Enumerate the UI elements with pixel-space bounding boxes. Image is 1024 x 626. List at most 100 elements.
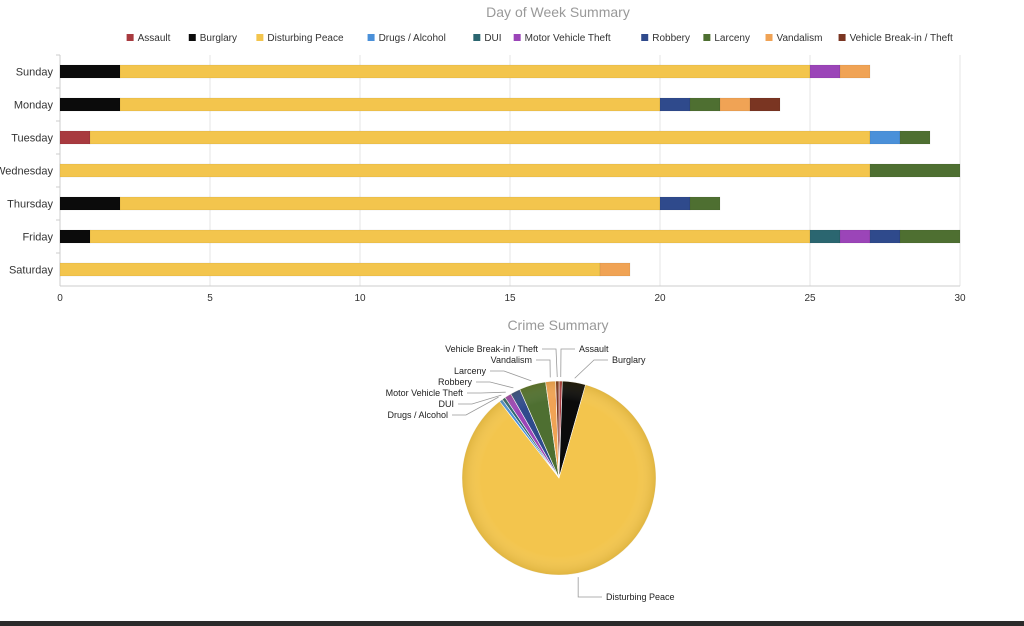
bar-segment-friday-dui[interactable]: [809, 229, 841, 244]
legend-item-dui[interactable]: DUI: [473, 33, 502, 44]
pie-label-text: Burglary: [612, 355, 646, 365]
bar-segment-sunday-motor-vehicle-theft[interactable]: [809, 64, 841, 79]
legend-label: Burglary: [200, 33, 237, 44]
pie-label-text: Robbery: [438, 377, 473, 387]
pie-connector: [560, 348, 575, 378]
pie-label-text: DUI: [439, 399, 455, 409]
category-label-saturday: Saturday: [9, 265, 54, 277]
pie-connector: [490, 370, 532, 382]
pie-label-burglary: Burglary: [574, 355, 646, 379]
pie-label-text: Drugs / Alcohol: [387, 410, 448, 420]
x-tick-label: 30: [954, 293, 966, 304]
pie-label-motor-vehicle-theft: Motor Vehicle Theft: [386, 388, 506, 398]
legend-item-disturbing-peace[interactable]: Disturbing Peace: [256, 33, 344, 44]
bar-segment-saturday-vandalism[interactable]: [599, 262, 631, 277]
pie-connector: [467, 391, 506, 394]
legend-label: Assault: [138, 33, 171, 44]
legend-label: Robbery: [652, 33, 690, 44]
pie-connector: [452, 396, 499, 416]
legend-item-motor-vehicle-theft[interactable]: Motor Vehicle Theft: [513, 33, 611, 44]
legend-swatch: [838, 34, 846, 41]
pie-label-dui: DUI: [439, 394, 502, 409]
bar-segment-monday-robbery[interactable]: [659, 97, 691, 112]
bar-chart-legend: Assault Burglary Disturbing Peace Drugs / A…: [126, 33, 953, 44]
legend-item-vandalism[interactable]: Vandalism: [765, 33, 823, 44]
legend-item-burglary[interactable]: Burglary: [188, 33, 237, 44]
x-tick-label: 10: [354, 293, 366, 304]
bar-segment-thursday-larceny[interactable]: [689, 196, 721, 211]
legend-label: Disturbing Peace: [267, 33, 344, 44]
bar-segment-thursday-robbery[interactable]: [659, 196, 691, 211]
pie-chart-slices: [461, 380, 657, 576]
bar-segment-tuesday-disturbing-peace[interactable]: [89, 130, 871, 145]
legend-swatch: [473, 34, 481, 41]
pie-label-drugs-alcohol: Drugs / Alcohol: [387, 396, 499, 420]
bar-segment-monday-burglary[interactable]: [59, 97, 121, 112]
bar-segment-tuesday-assault[interactable]: [59, 130, 91, 145]
legend-item-vehicle-break-in-theft[interactable]: Vehicle Break-in / Theft: [838, 33, 953, 44]
legend-label: Vehicle Break-in / Theft: [850, 33, 953, 44]
pie-label-text: Vandalism: [491, 355, 532, 365]
legend-item-drugs-alcohol[interactable]: Drugs / Alcohol: [367, 33, 446, 44]
category-label-tuesday: Tuesday: [11, 133, 53, 145]
pie-label-vehicle-break-in-theft: Vehicle Break-in / Theft: [445, 344, 558, 378]
pie-connector: [542, 348, 558, 378]
bar-segment-friday-robbery[interactable]: [869, 229, 901, 244]
pie-label-text: Motor Vehicle Theft: [386, 388, 464, 398]
pie-label-text: Assault: [579, 344, 609, 354]
bar-segment-monday-vandalism[interactable]: [719, 97, 751, 112]
pie-label-disturbing-peace: Disturbing Peace: [577, 577, 675, 602]
category-label-friday: Friday: [22, 232, 53, 244]
legend-item-robbery[interactable]: Robbery: [641, 33, 690, 44]
legend-swatch: [765, 34, 773, 41]
bar-segment-wednesday-larceny[interactable]: [869, 163, 961, 178]
category-label-sunday: Sunday: [16, 67, 54, 79]
bar-segment-friday-motor-vehicle-theft[interactable]: [839, 229, 871, 244]
bar-segment-saturday-disturbing-peace[interactable]: [59, 262, 601, 277]
legend-label: Motor Vehicle Theft: [525, 33, 611, 44]
legend-label: DUI: [484, 33, 501, 44]
x-tick-label: 0: [57, 293, 63, 304]
legend-swatch: [513, 34, 521, 41]
bar-segment-wednesday-disturbing-peace[interactable]: [59, 163, 871, 178]
bar-segment-monday-vehicle-break-in-theft[interactable]: [749, 97, 781, 112]
bar-chart-value-axis: 0 5 10 15 20 25 30: [57, 285, 966, 304]
category-label-monday: Monday: [14, 100, 54, 112]
bar-chart-title: Day of Week Summary: [486, 4, 630, 20]
legend-label: Drugs / Alcohol: [379, 33, 446, 44]
legend-label: Vandalism: [777, 33, 823, 44]
pie-label-text: Larceny: [454, 366, 487, 376]
bar-segment-sunday-burglary[interactable]: [59, 64, 121, 79]
bar-segment-friday-larceny[interactable]: [899, 229, 961, 244]
bar-segment-thursday-disturbing-peace[interactable]: [119, 196, 661, 211]
legend-label: Larceny: [714, 33, 750, 44]
bar-segment-monday-disturbing-peace[interactable]: [119, 97, 661, 112]
category-label-wednesday: Wednesday: [0, 166, 53, 178]
pie-connector: [574, 359, 608, 379]
legend-swatch: [703, 34, 711, 41]
legend-swatch: [367, 34, 375, 41]
legend-swatch: [126, 34, 134, 41]
bar-chart-category-axis: Sunday Monday Tuesday Wednesday Thursday Frid…: [0, 54, 61, 286]
bar-segment-sunday-vandalism[interactable]: [839, 64, 871, 79]
legend-item-assault[interactable]: Assault: [126, 33, 171, 44]
bar-segment-tuesday-drugs-alcohol[interactable]: [869, 130, 901, 145]
pie-connector: [536, 359, 551, 378]
legend-swatch: [641, 34, 649, 41]
pie-label-robbery: Robbery: [438, 377, 514, 389]
bar-segment-friday-burglary[interactable]: [59, 229, 91, 244]
bar-segment-sunday-disturbing-peace[interactable]: [119, 64, 811, 79]
bar-segment-monday-larceny[interactable]: [689, 97, 721, 112]
pie-label-vandalism: Vandalism: [491, 355, 551, 378]
legend-swatch: [188, 34, 196, 41]
bar-segment-thursday-burglary[interactable]: [59, 196, 121, 211]
bar-segment-friday-disturbing-peace[interactable]: [89, 229, 811, 244]
bar-segment-tuesday-larceny[interactable]: [899, 130, 931, 145]
day-of-week-bar-chart: Day of Week Summary Assault Burglary Distu…: [0, 4, 966, 304]
x-tick-label: 5: [207, 293, 213, 304]
pie-label-text: Disturbing Peace: [606, 592, 675, 602]
legend-item-larceny[interactable]: Larceny: [703, 33, 750, 44]
pie-connector: [476, 381, 514, 389]
